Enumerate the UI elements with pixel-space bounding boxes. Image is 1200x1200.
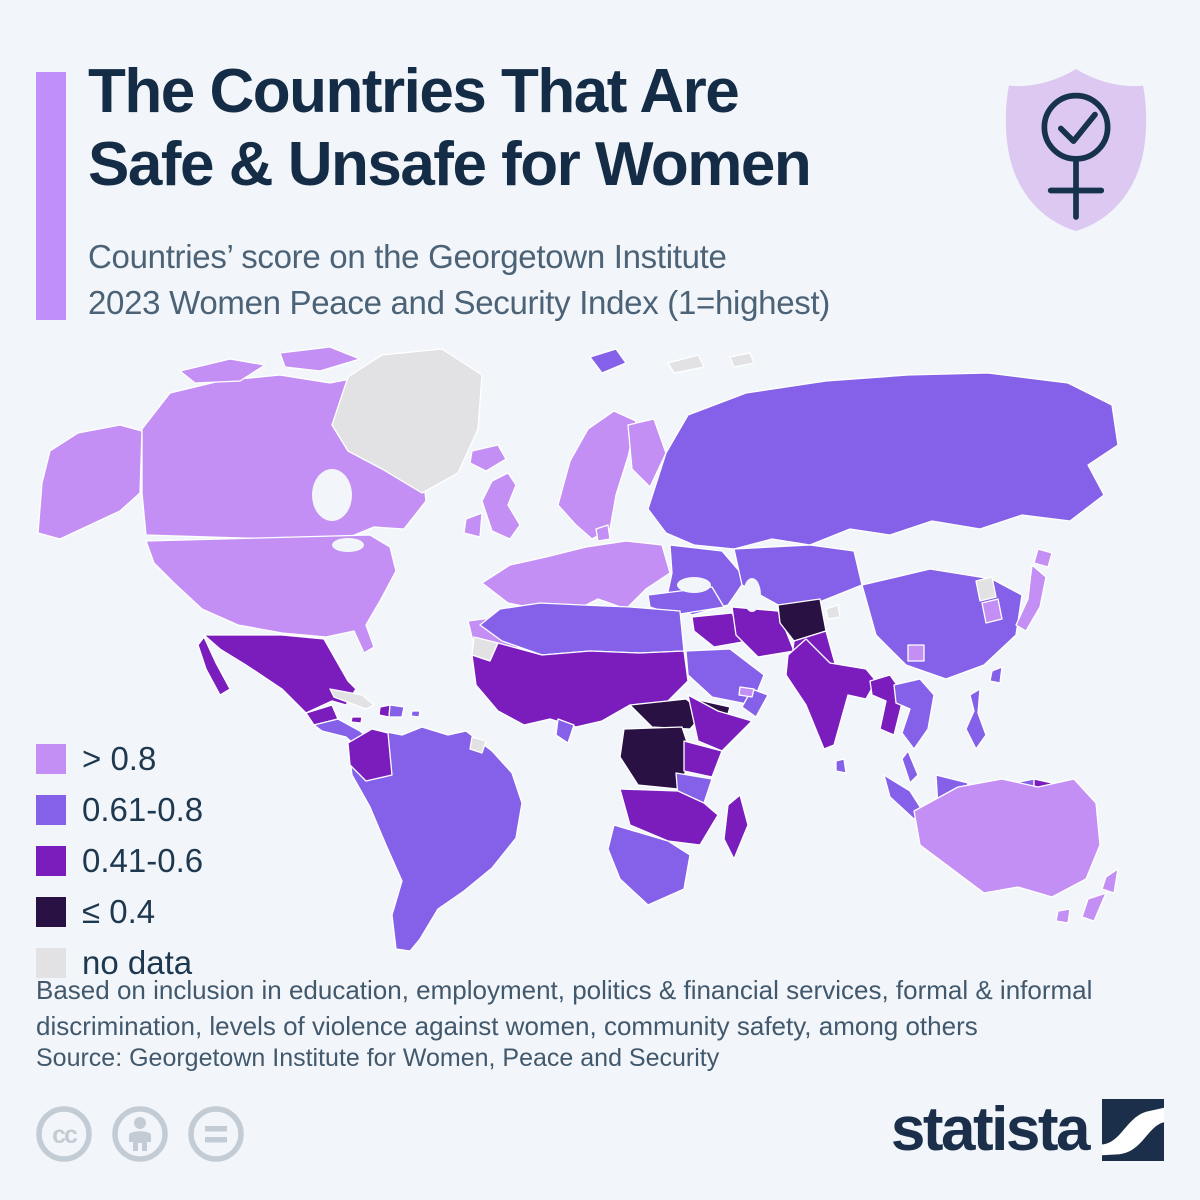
map-region-western-europe [481,540,671,614]
map-region-svalbard [589,348,627,374]
legend-item: 0.41-0.6 [36,842,203,880]
map-region-hokkaido [1033,548,1053,568]
map-region-greenland [331,348,483,494]
map-region-russia [647,372,1119,550]
map-region-dominican-republic [388,704,405,718]
legend-swatch [36,948,66,978]
map-region-north-korea [975,576,997,602]
legend: > 0.8 0.61-0.8 0.41-0.6 ≤ 0.4 no data [36,740,203,982]
map-region-usa [145,534,397,654]
statista-wordmark: statista [890,1095,1091,1164]
map-region-iran [731,606,795,658]
license-badges: cc [36,1106,244,1162]
map-region-uk [481,472,521,540]
shield-female-check-icon [1000,64,1152,236]
cc-by-person-icon [112,1106,168,1162]
map-region-russian-arctic [667,354,705,374]
legend-swatch [36,897,66,927]
map-region-australia [913,778,1101,898]
map-region-hong-kong [907,644,925,662]
subtitle-line-2: 2023 Women Peace and Security Index (1=h… [88,283,831,321]
legend-label: > 0.8 [82,740,157,777]
cc-icon: cc [36,1106,92,1162]
svg-text:cc: cc [52,1121,78,1149]
map-region-colombia [347,728,393,782]
note-line-1: Based on inclusion in education, employm… [36,975,1093,1005]
cc-nd-equals-icon [188,1106,244,1162]
legend-label: 0.41-0.6 [82,842,204,879]
map-region-canada-arctic [179,358,266,384]
title-line-1: The Countries That Are [88,57,740,126]
methodology-note: Based on inclusion in education, employm… [36,972,1166,1045]
map-region-madagascar [723,794,749,860]
legend-item: no data [36,944,203,982]
page-title: The Countries That Are Safe & Unsafe for… [88,56,988,201]
map-region-kenya-uganda [683,740,723,778]
note-line-2: discrimination, levels of violence again… [36,1011,978,1042]
map-region-french-guiana [469,736,487,754]
map-region-malay-peninsula [901,750,919,784]
black-sea-water [677,577,711,593]
great-lakes-water [332,538,364,552]
map-region-denmark [595,524,611,542]
map-region-ireland [463,512,483,538]
map-region-taiwan [989,666,1003,684]
map-region-alaska [37,424,143,540]
map-region-south-korea [981,598,1003,624]
caspian-sea-water [743,578,761,612]
map-region-sri-lanka [835,758,847,774]
map-region-iceland [469,444,507,472]
map-region-southern-africa [607,824,691,906]
map-region-china [861,568,1023,680]
subtitle-line-1: Countries’ score on the Georgetown Insti… [88,238,727,275]
map-region-india [785,638,877,750]
legend-item: ≤ 0.4 [36,893,203,931]
legend-swatch [36,795,66,825]
map-region-tasmania [1055,908,1071,924]
map-region-jamaica [350,716,363,724]
map-region-angola-zambia-mozambique [619,788,719,846]
legend-item: > 0.8 [36,740,203,778]
legend-label: ≤ 0.4 [82,893,156,930]
legend-label: 0.61-0.8 [82,791,204,828]
map-region-new-zealand-north [1101,868,1119,894]
statista-logo-icon [1102,1098,1164,1161]
map-region-cuba [329,688,375,710]
hudson-bay-water [312,469,352,521]
statista-branding: statista [891,1094,1164,1165]
legend-label: no data [82,944,193,981]
map-region-mexico [203,634,357,714]
map-region-japan [1015,564,1047,632]
legend-swatch [36,744,66,774]
legend-swatch [36,846,66,876]
title-accent-bar [36,72,66,320]
title-line-2: Safe & Unsafe for Women [88,129,812,199]
map-region-horn-of-africa [687,694,753,752]
world-choropleth-map [30,333,1170,965]
map-region-ghana [555,718,575,744]
map-region-puerto-rico [410,710,421,718]
map-region-indochina [893,678,935,750]
map-region-kashmir [825,604,841,620]
source-line: Source: Georgetown Institute for Women, … [36,1044,720,1072]
map-region-baja-california [197,636,231,696]
map-region-russian-arctic [729,352,755,368]
map-region-south-america [347,726,523,952]
map-region-finland [627,418,667,488]
map-region-haiti [378,704,391,718]
map-region-canada-arctic [279,346,361,372]
page-subtitle: Countries’ score on the Georgetown Insti… [88,234,1088,325]
map-region-scandinavia [557,410,637,540]
map-region-uae [738,686,755,698]
legend-item: 0.61-0.8 [36,791,203,829]
map-region-new-zealand-south [1081,892,1107,922]
map-region-philippines [965,688,987,750]
